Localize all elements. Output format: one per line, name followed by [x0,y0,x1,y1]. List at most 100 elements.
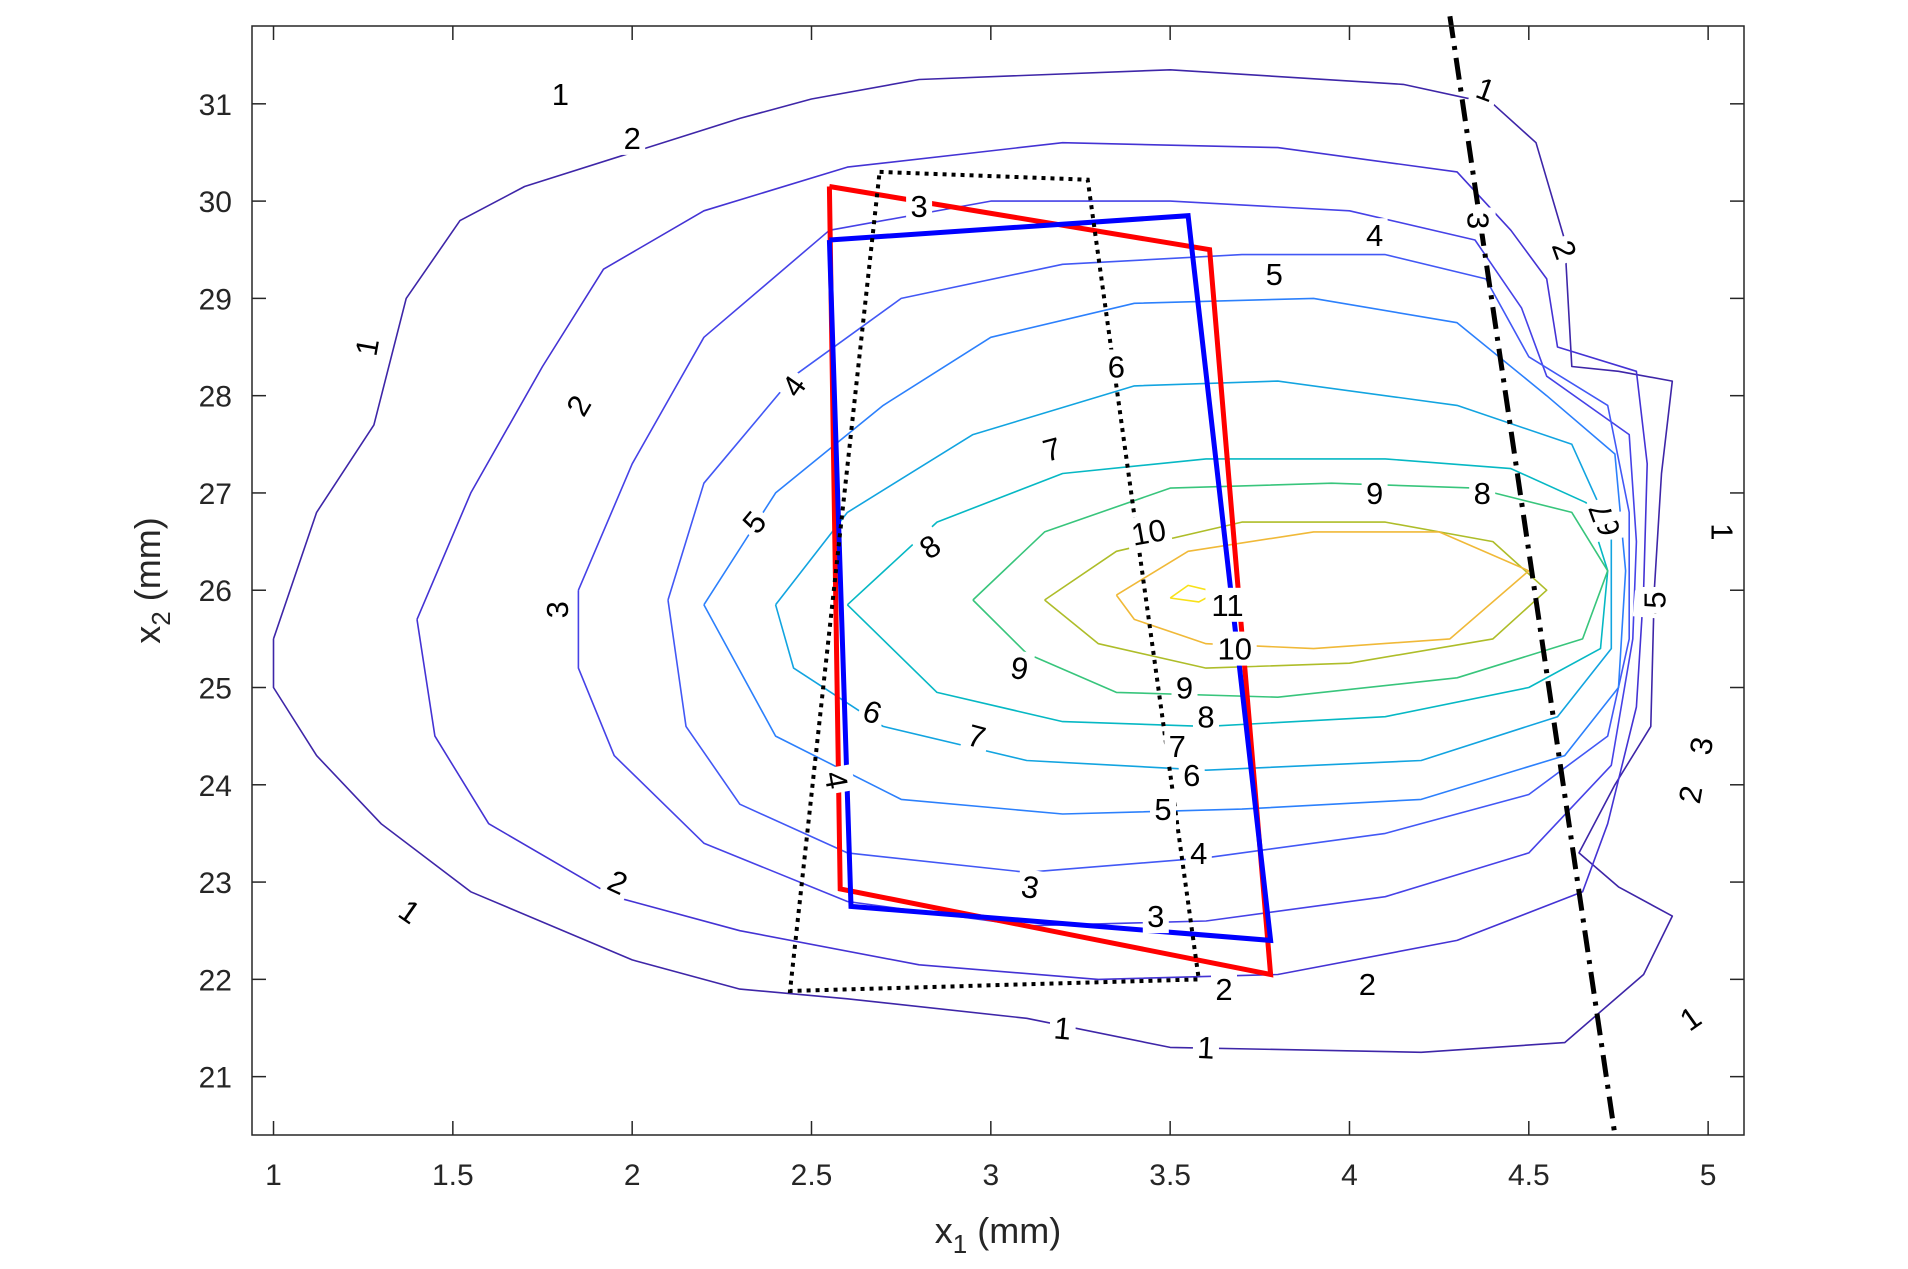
contour-label-7: 7 [959,716,994,756]
contour-label-8: 8 [1469,475,1496,511]
contour-label-text: 3 [910,189,927,224]
y-tick-label: 24 [199,770,232,803]
contour-label-bg [619,120,646,155]
contour-label-text: 4 [1190,836,1207,871]
contour-label-bg [772,365,815,407]
y-axis-label-main: x [127,626,168,644]
contour-label-text: 9 [1366,476,1383,511]
contour-label-bg [1164,728,1191,763]
contour-label-bg [557,385,600,426]
contour-label-text: 6 [1108,350,1125,385]
y-tick-label: 25 [199,673,232,706]
contour-label-text: 3 [1019,869,1042,906]
contour-label-text: 8 [1474,476,1491,511]
contour-label-text: 3 [1147,899,1164,934]
y-tick-label: 31 [199,89,232,122]
x-tick-label: 3 [982,1159,999,1192]
contour-label-bg [1205,587,1250,622]
contour-label-text: 5 [1154,792,1171,827]
x-axis-label-main: x [935,1210,953,1251]
y-tick-label: 22 [199,964,232,997]
contour-label-bg [1544,231,1586,268]
x-tick-label: 4 [1341,1159,1358,1192]
contour-label-7: 7 [1164,728,1191,764]
contour-label-bg [732,501,776,543]
contour-label-text: 5 [1266,257,1283,292]
overlay-red-solid [826,184,1274,978]
contour-label-text: 9 [1176,671,1193,706]
contour-label-2: 2 [1354,967,1381,1002]
y-tick-label: 27 [199,478,232,511]
contour-label-4: 4 [817,764,856,796]
contour-label-bg [1034,429,1069,469]
overlay-blue-solid [826,213,1274,944]
contour-label-bg [817,764,856,796]
contour-label-bg [1461,207,1496,234]
x-tick-label: 5 [1700,1159,1717,1192]
contour-level-6 [774,380,1613,771]
contour-label-text: 4 [817,768,854,791]
y-tick-label: 26 [199,575,232,608]
contour-label-bg [909,525,951,568]
y-tick-label: 30 [199,186,232,219]
contour-label-1: 1 [1192,1029,1220,1066]
y-axis-label: x2 (mm) [127,517,176,643]
contour-label-text: 11 [1211,588,1243,623]
contour-label-4: 4 [1361,218,1388,253]
y-axis-label-sub: 2 [146,611,176,625]
contour-label-bg [1361,475,1388,510]
contour-label-9: 9 [1003,649,1036,688]
contour-label-bg [1637,587,1672,613]
contour-label-bg [1003,649,1036,688]
contour-label-6: 6 [1178,758,1205,793]
x-axis-label-sub: 1 [953,1229,967,1259]
contour-label-10: 10 [1123,511,1174,553]
contour-label-bg [1178,758,1205,793]
x-tick-label: 2 [624,1159,641,1192]
contour-label-bg [959,716,994,756]
contour-label-text: 1 [1052,1010,1072,1046]
contour-label-text: 1 [552,77,569,112]
contour-label-text: 2 [1359,967,1376,1002]
contour-label-4: 4 [1185,835,1212,871]
contour-label-text: 2 [1672,783,1709,806]
contour-label-bg [1361,218,1388,253]
plot-frame [251,25,1745,1136]
contour-label-3: 3 [539,596,575,623]
contour-level-3 [577,200,1638,927]
contour-label-1: 1 [547,77,574,112]
contour-label-9: 9 [1171,670,1198,706]
contour-label-bg [1014,867,1047,906]
y-tick-label: 23 [199,867,232,900]
contour-label-bg [1467,68,1504,110]
contour-label-bg [1192,1029,1220,1066]
contour-level-9 [1044,521,1548,669]
contour-label-text: 10 [1217,632,1251,667]
contour-label-1: 1 [1048,1009,1078,1047]
contour-label-bg [1261,257,1288,292]
contour-label-1: 1 [347,331,386,363]
contour-label-bg [1123,511,1174,553]
contour-level-2 [416,141,1648,981]
contour-label-text: 4 [1366,218,1383,253]
contour-label-bg [1705,518,1740,545]
contour-label-text: 2 [1215,972,1232,1007]
contour-label-bg [1580,494,1621,531]
contour-label-text: 8 [1197,700,1214,735]
x-axis-label-unit: (mm) [967,1210,1061,1251]
y-tick-label: 21 [199,1062,232,1095]
x-tick-label: 1.5 [432,1159,474,1192]
contour-label-bg [1048,1009,1078,1047]
contour-label-bg [1682,730,1720,762]
contour-label-bg [598,861,637,904]
contour-label-bg [1171,670,1198,705]
contour-label-text: 1 [349,336,386,359]
contour-label-bg [539,596,574,623]
y-tick-label: 29 [199,283,232,316]
contour-label-bg [547,77,574,112]
contour-label-3: 3 [1461,207,1496,234]
contour-label-bg [347,331,386,363]
contour-label-text: 1 [1705,523,1740,540]
